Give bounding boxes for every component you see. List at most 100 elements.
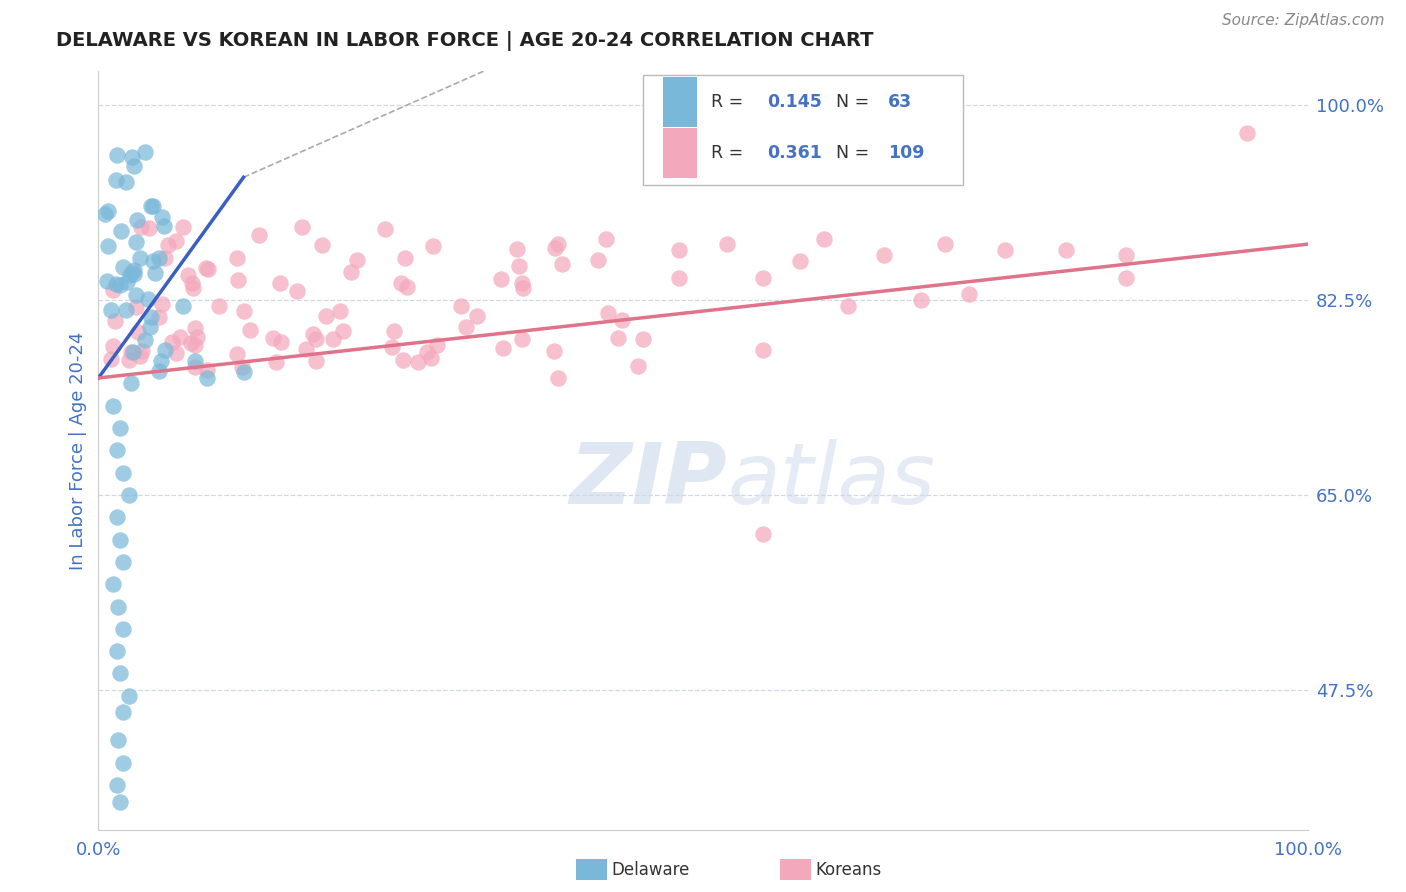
Text: atlas: atlas [727, 439, 935, 523]
Point [291, 220, 314, 235]
Point [716, 237, 738, 252]
Point [270, 334, 292, 349]
Point [121, 265, 143, 279]
Point [107, 599, 129, 614]
Point [97, 239, 120, 253]
Point [120, 268, 142, 282]
Point [374, 222, 396, 236]
Point [125, 287, 148, 301]
Point [195, 363, 218, 377]
Point [121, 345, 143, 359]
Point [101, 399, 124, 413]
Point [97, 204, 120, 219]
Point [111, 622, 134, 636]
Point [596, 306, 619, 320]
Point [105, 277, 128, 291]
Point [346, 252, 368, 267]
Point [506, 243, 529, 257]
Point [108, 533, 131, 547]
Point [394, 252, 416, 266]
Text: N =: N = [837, 145, 875, 162]
Point [631, 332, 654, 346]
Point [111, 756, 134, 770]
Point [121, 150, 143, 164]
Point [104, 173, 127, 187]
Point [239, 323, 262, 337]
Point [627, 359, 650, 373]
Point [120, 344, 142, 359]
Point [454, 319, 477, 334]
Point [184, 354, 207, 368]
Point [510, 277, 533, 291]
Point [110, 225, 132, 239]
Point [134, 334, 156, 348]
Point [231, 360, 253, 375]
Point [184, 338, 207, 352]
Point [232, 304, 254, 318]
Point [186, 330, 208, 344]
Point [114, 302, 136, 317]
Y-axis label: In Labor Force | Age 20-24: In Labor Force | Age 20-24 [69, 331, 87, 570]
Point [160, 334, 183, 349]
Point [136, 292, 159, 306]
Point [934, 237, 956, 252]
Point [94, 206, 117, 220]
Point [111, 260, 134, 274]
Point [382, 324, 405, 338]
Point [118, 353, 141, 368]
Point [172, 219, 194, 234]
Point [100, 352, 122, 367]
Point [465, 310, 488, 324]
Point [668, 270, 690, 285]
Point [122, 267, 145, 281]
Point [295, 343, 318, 357]
Text: N =: N = [837, 94, 875, 112]
Point [105, 510, 128, 524]
Point [153, 251, 176, 265]
Text: DELAWARE VS KOREAN IN LABOR FORCE | AGE 20-24 CORRELATION CHART: DELAWARE VS KOREAN IN LABOR FORCE | AGE … [56, 31, 873, 51]
Point [752, 527, 775, 541]
Point [138, 320, 160, 334]
Point [339, 265, 361, 279]
Point [266, 355, 288, 369]
Point [103, 339, 125, 353]
Point [131, 343, 153, 358]
Point [607, 331, 630, 345]
Point [195, 260, 218, 275]
Point [157, 238, 180, 252]
Point [1115, 270, 1137, 285]
Point [108, 795, 131, 809]
Point [184, 321, 207, 335]
Point [134, 145, 156, 160]
Point [668, 243, 690, 257]
Point [115, 275, 138, 289]
Point [1236, 126, 1258, 140]
Point [595, 232, 617, 246]
Point [138, 221, 160, 235]
Point [107, 733, 129, 747]
Text: 0.145: 0.145 [768, 94, 823, 112]
Point [450, 299, 472, 313]
Point [752, 343, 775, 358]
Point [226, 347, 249, 361]
Point [184, 359, 207, 374]
Text: R =: R = [711, 94, 749, 112]
Point [180, 336, 202, 351]
Point [543, 343, 565, 358]
Point [139, 199, 162, 213]
Text: Delaware: Delaware [612, 861, 690, 879]
Point [107, 147, 129, 161]
Point [181, 280, 204, 294]
Point [226, 273, 249, 287]
Point [416, 345, 439, 359]
Point [129, 349, 152, 363]
Point [108, 421, 131, 435]
FancyBboxPatch shape [664, 128, 697, 178]
Point [269, 277, 291, 291]
Point [547, 237, 569, 252]
Point [104, 314, 127, 328]
Point [489, 272, 512, 286]
Point [96, 274, 118, 288]
Point [125, 212, 148, 227]
Point [789, 254, 811, 268]
